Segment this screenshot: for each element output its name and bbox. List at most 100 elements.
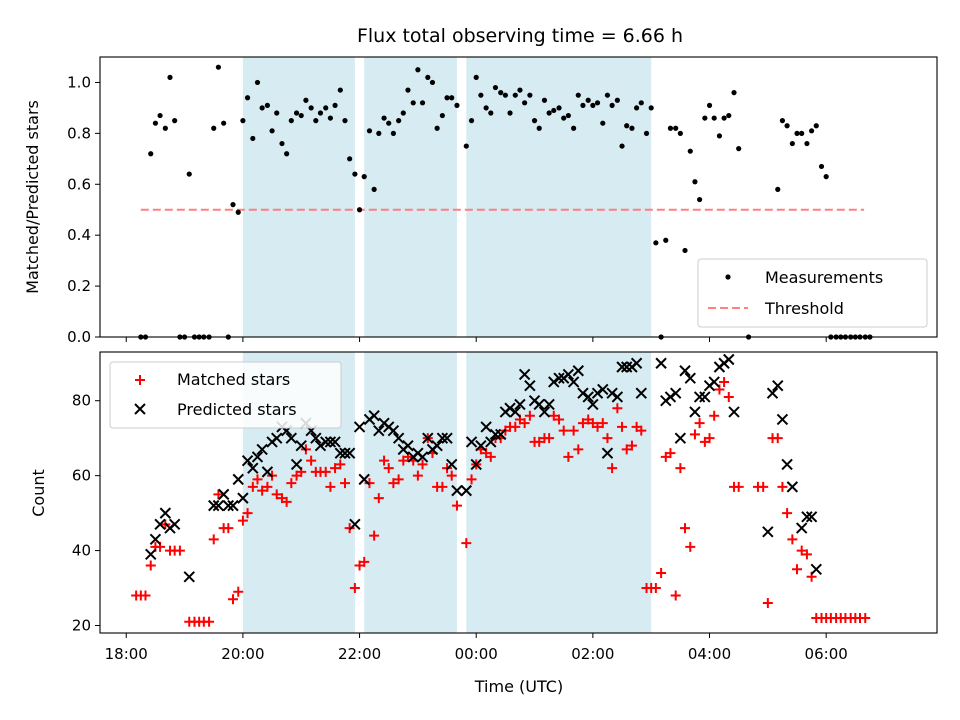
measurement-point — [527, 92, 533, 98]
predicted-star-point — [251, 451, 264, 463]
measurement-point — [551, 107, 557, 114]
matched-star-point — [650, 583, 661, 594]
measurement-point — [332, 102, 338, 108]
legend-box — [697, 258, 928, 328]
y-tick-label: 80 — [72, 392, 91, 410]
measurement-point — [478, 92, 484, 98]
matched-star-point — [772, 433, 783, 444]
predicted-star-point — [402, 439, 414, 452]
predicted-star-point — [237, 492, 249, 504]
predicted-star-point — [772, 380, 784, 392]
matched-star-point — [461, 538, 472, 549]
matched-star-point — [597, 418, 608, 429]
predicted-star-point — [208, 499, 220, 512]
matched-star-point — [306, 455, 317, 466]
predicted-star-point — [422, 432, 434, 444]
x-tick-label: 04:00 — [688, 645, 731, 663]
measurement-point — [789, 140, 795, 147]
matched-star-point — [383, 463, 394, 474]
measurement-point — [259, 105, 265, 111]
predicted-star-point — [601, 447, 614, 459]
predicted-star-point — [324, 436, 337, 448]
predicted-star-point — [387, 424, 400, 437]
predicted-star-point — [577, 387, 589, 399]
measurement-point — [337, 87, 343, 93]
measurement-point — [274, 110, 280, 116]
predicted-star-point — [591, 387, 604, 399]
measurement-point — [629, 125, 635, 131]
matched-star-point — [373, 493, 384, 504]
matched-star-point — [626, 440, 637, 451]
measurement-point — [284, 151, 290, 157]
measurement-point — [614, 97, 620, 103]
measurement-point — [279, 140, 285, 147]
predicted-star-point — [616, 361, 628, 373]
matched-star-point — [524, 410, 535, 421]
measurement-point — [556, 105, 562, 111]
predicted-star-point — [786, 481, 799, 493]
matched-star-point — [233, 586, 244, 597]
measurement-point — [818, 163, 825, 170]
plot-frame — [99, 351, 938, 634]
predicted-star-point — [295, 439, 307, 452]
predicted-star-point — [509, 406, 521, 418]
measurement-point — [808, 128, 815, 134]
matched-star-point — [762, 598, 773, 609]
matched-star-point — [694, 418, 705, 429]
predicted-star-point — [548, 376, 560, 388]
predicted-star-point — [679, 365, 691, 377]
matched-star-point — [801, 549, 812, 560]
matched-star-point — [510, 421, 521, 432]
measurement-point — [439, 112, 445, 119]
matched-star-point — [607, 463, 618, 474]
predicted-star-point — [314, 439, 327, 452]
measurement-point — [794, 130, 800, 136]
predicted-star-point — [723, 353, 735, 366]
matched-star-point — [451, 500, 462, 511]
predicted-star-point — [655, 357, 667, 369]
y-tick-label: 20 — [72, 617, 91, 635]
measurement-point — [381, 115, 387, 121]
axes-top: 0.0 0.2 0.4 0.6 0.8 1.0 — [67, 56, 938, 346]
measurement-point — [162, 125, 168, 131]
measurement-point — [288, 118, 294, 124]
y-tick-label: 60 — [72, 467, 91, 485]
predicted-star-point — [159, 507, 172, 519]
predicted-star-point — [353, 421, 366, 433]
measurement-point — [419, 100, 426, 106]
matched-star-point — [349, 583, 360, 594]
predicted-star-point — [475, 439, 487, 452]
matched-star-point — [704, 433, 715, 444]
matched-star-point — [344, 523, 355, 534]
measurement-point — [541, 97, 548, 103]
matched-star-point — [446, 470, 457, 481]
predicted-star-point — [392, 432, 405, 444]
matched-star-point — [680, 523, 691, 534]
matched-star-point — [675, 463, 686, 474]
predicted-star-point — [329, 436, 341, 448]
measurement-point — [799, 130, 805, 136]
measurement-point — [697, 196, 703, 203]
measurement-point — [585, 97, 591, 103]
measurement-point — [434, 125, 440, 131]
measurement-point — [376, 130, 382, 136]
measurement-point — [687, 148, 693, 154]
matched-star-point — [281, 496, 292, 507]
measurement-point — [172, 118, 178, 124]
measurement-point — [240, 118, 246, 124]
shaded-interval — [466, 352, 652, 633]
measurement-point — [361, 174, 367, 180]
predicted-star-point — [217, 488, 230, 501]
y-tick-label: 40 — [72, 542, 91, 560]
legend-marker-measurements — [725, 274, 731, 280]
counts-panel: 20 40 60 80 18:00 20:00 22:00 00:00 02:00 04:00 06… — [29, 351, 938, 663]
predicted-star-point — [416, 451, 429, 463]
matched-star-point — [573, 444, 584, 455]
predicted-star-point — [145, 548, 157, 561]
legend-label-measurements: Measurements — [765, 268, 883, 287]
predicted-star-point — [241, 454, 254, 467]
y-tick-label: 0.0 — [67, 328, 91, 346]
matched-star-point — [723, 391, 734, 402]
measurement-points — [138, 64, 873, 340]
matched-star-point — [796, 545, 807, 556]
